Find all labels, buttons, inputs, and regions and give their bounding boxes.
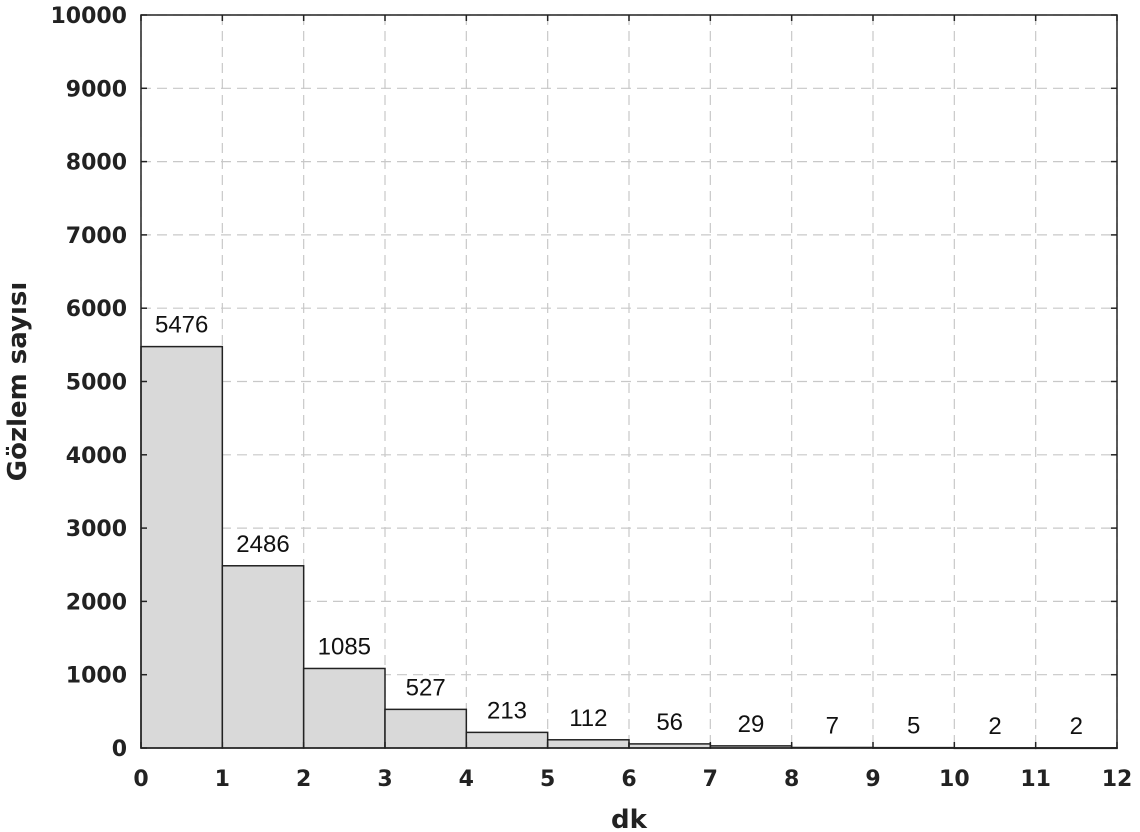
y-tick-label: 9000 bbox=[66, 77, 127, 102]
histogram-bar bbox=[140, 345, 224, 749]
x-tick-label: 10 bbox=[939, 767, 970, 792]
x-tick-label: 9 bbox=[865, 767, 880, 792]
bar-value-label: 112 bbox=[569, 705, 607, 732]
histogram-bar bbox=[384, 708, 468, 749]
histogram-bar bbox=[546, 739, 630, 749]
data-labels: 5476 2486 1085 527 213 112 56 29 7 5 2 2 bbox=[155, 312, 1083, 740]
histogram-bar bbox=[302, 667, 386, 749]
y-tick-label: 4000 bbox=[66, 444, 127, 469]
x-tick-label: 1 bbox=[215, 767, 230, 792]
histogram-bar bbox=[221, 565, 305, 749]
bars bbox=[140, 345, 1118, 750]
bar-value-label: 56 bbox=[656, 709, 683, 736]
histogram-bar bbox=[465, 731, 549, 749]
bar-value-label: 7 bbox=[826, 712, 839, 739]
y-tick-label: 3000 bbox=[66, 517, 127, 542]
axis-ticks: 0 1 2 3 4 5 6 7 8 9 10 11 12010002000300040005000600… bbox=[50, 4, 1132, 792]
bar-value-label: 5 bbox=[907, 713, 920, 740]
x-tick-label: 12 bbox=[1102, 767, 1133, 792]
bar-value-label: 2 bbox=[1070, 713, 1083, 740]
y-tick-label: 7000 bbox=[66, 224, 127, 249]
x-tick-label: 0 bbox=[133, 767, 148, 792]
bar-value-label: 527 bbox=[406, 674, 446, 701]
x-tick-label: 3 bbox=[377, 767, 392, 792]
x-tick-label: 2 bbox=[296, 767, 311, 792]
y-axis-title: Gözlem sayısı bbox=[3, 282, 33, 482]
y-tick-label: 2000 bbox=[66, 590, 127, 615]
y-tick-label: 5000 bbox=[66, 371, 127, 396]
x-tick-label: 4 bbox=[459, 767, 474, 792]
y-tick-label: 0 bbox=[112, 737, 127, 762]
x-tick-label: 5 bbox=[540, 767, 555, 792]
bar-value-label: 213 bbox=[487, 697, 527, 724]
bar-value-label: 29 bbox=[738, 711, 765, 738]
bar-value-label: 2 bbox=[988, 713, 1001, 740]
x-tick-label: 8 bbox=[784, 767, 799, 792]
y-tick-label: 8000 bbox=[66, 151, 127, 176]
x-tick-label: 7 bbox=[703, 767, 718, 792]
x-tick-label: 6 bbox=[621, 767, 636, 792]
y-tick-label: 1000 bbox=[66, 664, 127, 689]
bar-value-label: 5476 bbox=[155, 312, 208, 339]
bar-value-label: 1085 bbox=[318, 633, 371, 660]
y-tick-label: 6000 bbox=[66, 297, 127, 322]
y-tick-label: 10000 bbox=[50, 4, 127, 29]
bar-value-label: 2486 bbox=[236, 531, 289, 558]
x-tick-label: 11 bbox=[1020, 767, 1051, 792]
x-axis-title: dk bbox=[611, 805, 648, 832]
